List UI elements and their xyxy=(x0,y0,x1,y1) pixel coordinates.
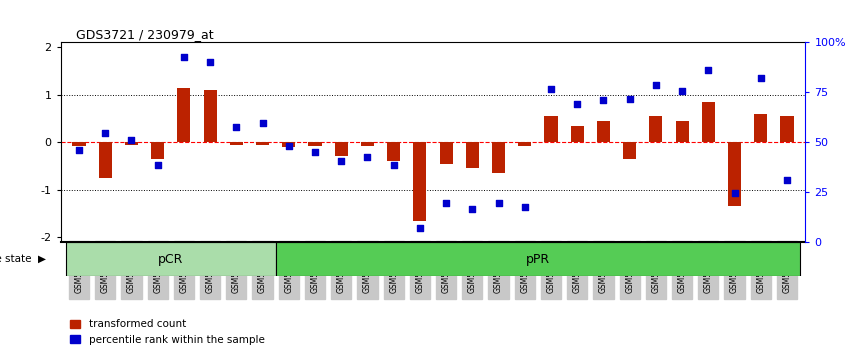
Bar xyxy=(466,142,479,168)
Bar xyxy=(597,121,610,142)
Point xyxy=(780,177,794,183)
Bar xyxy=(66,242,275,276)
Point xyxy=(125,137,139,143)
Bar xyxy=(518,142,532,146)
Point xyxy=(308,149,322,155)
Point xyxy=(492,200,506,206)
Bar xyxy=(545,116,558,142)
Text: disease state  ▶: disease state ▶ xyxy=(0,254,46,264)
Point xyxy=(413,225,427,230)
Point xyxy=(571,101,585,107)
Bar xyxy=(125,142,138,144)
Bar xyxy=(99,142,112,178)
Bar xyxy=(701,102,715,142)
Point xyxy=(597,98,611,103)
Point xyxy=(177,54,191,59)
Bar xyxy=(728,142,741,206)
Bar xyxy=(334,142,348,156)
Point xyxy=(623,96,637,101)
Point xyxy=(281,143,295,149)
Bar xyxy=(308,142,321,146)
Bar xyxy=(571,126,584,142)
Bar xyxy=(440,142,453,164)
Bar xyxy=(229,142,242,144)
Bar xyxy=(204,90,216,142)
Bar xyxy=(650,116,662,142)
Point xyxy=(754,75,768,80)
Text: pPR: pPR xyxy=(526,252,550,266)
Bar xyxy=(413,142,426,221)
Bar xyxy=(754,114,767,142)
Point xyxy=(229,124,243,130)
Text: GDS3721 / 230979_at: GDS3721 / 230979_at xyxy=(75,28,213,41)
Bar xyxy=(256,142,269,144)
Point xyxy=(465,206,479,212)
Bar xyxy=(282,142,295,147)
Bar xyxy=(151,142,165,159)
Point xyxy=(360,155,374,160)
Point xyxy=(72,147,86,153)
Bar xyxy=(361,142,374,146)
Point xyxy=(151,162,165,168)
Point xyxy=(727,191,741,196)
Point xyxy=(544,86,558,92)
Bar xyxy=(624,142,637,159)
Point xyxy=(98,130,112,136)
Point xyxy=(334,158,348,164)
Point xyxy=(518,204,532,210)
Bar xyxy=(675,121,688,142)
Bar xyxy=(73,142,86,146)
Point xyxy=(439,200,453,206)
Point xyxy=(204,59,217,65)
Bar xyxy=(387,142,400,161)
Legend: transformed count, percentile rank within the sample: transformed count, percentile rank withi… xyxy=(66,315,268,349)
Text: pCR: pCR xyxy=(158,252,184,266)
Point xyxy=(649,82,662,88)
Bar xyxy=(492,142,505,173)
Point xyxy=(387,162,401,168)
Point xyxy=(675,88,689,94)
Bar xyxy=(178,87,191,142)
Bar xyxy=(780,116,793,142)
Point xyxy=(701,67,715,73)
Bar xyxy=(275,242,800,276)
Point xyxy=(255,120,269,126)
